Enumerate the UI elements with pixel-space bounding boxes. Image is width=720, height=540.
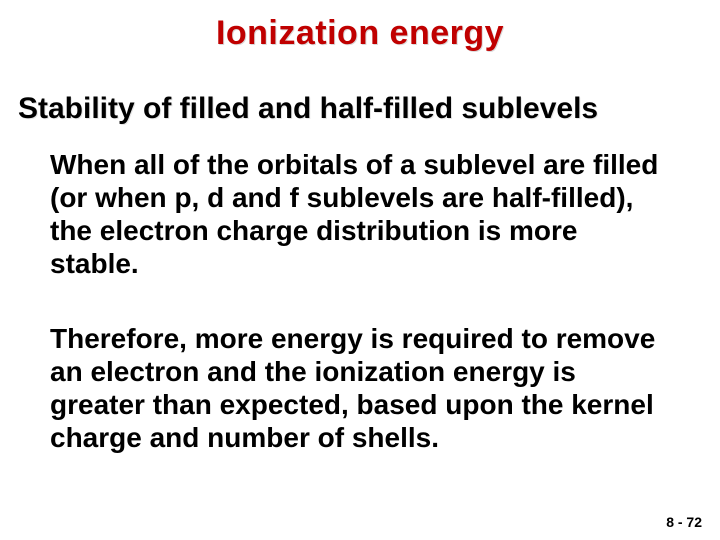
slide-number: 8 - 72 — [666, 514, 702, 530]
paragraph-1: When all of the orbitals of a sublevel a… — [50, 148, 670, 280]
slide: Ionization energy Stability of filled an… — [0, 0, 720, 540]
paragraph-2: Therefore, more energy is required to re… — [50, 322, 670, 454]
slide-title: Ionization energy — [0, 14, 720, 53]
slide-subtitle: Stability of filled and half-filled subl… — [18, 92, 598, 126]
